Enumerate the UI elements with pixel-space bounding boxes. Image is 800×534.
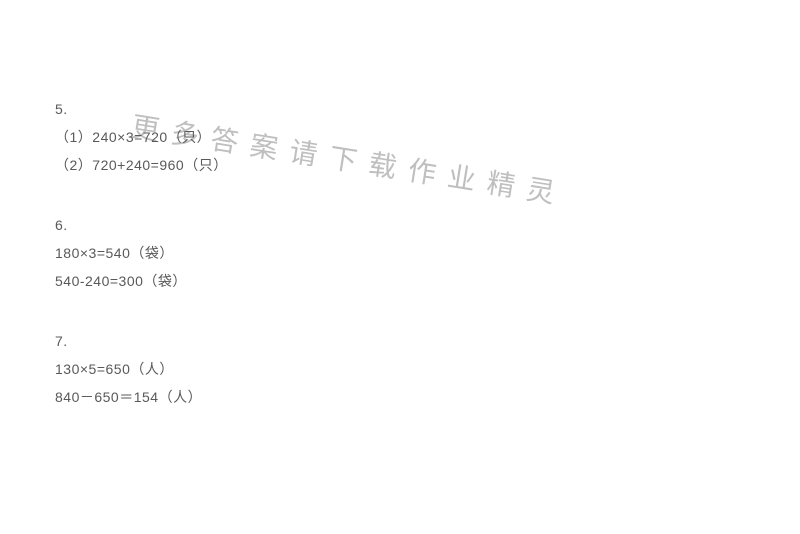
equation-line: 130×5=650（人）	[55, 355, 745, 383]
problem-number: 6.	[55, 211, 745, 239]
content-area: 5. （1）240×3=720（只） （2）720+240=960（只） 6. …	[0, 0, 800, 411]
problem-7: 7. 130×5=650（人） 840－650＝154（人）	[55, 327, 745, 411]
problem-5: 5. （1）240×3=720（只） （2）720+240=960（只）	[55, 95, 745, 179]
equation-line: 840－650＝154（人）	[55, 383, 745, 411]
problem-number: 7.	[55, 327, 745, 355]
problem-6: 6. 180×3=540（袋） 540-240=300（袋）	[55, 211, 745, 295]
problem-number: 5.	[55, 95, 745, 123]
equation-line: （1）240×3=720（只）	[55, 123, 745, 151]
equation-line: 180×3=540（袋）	[55, 239, 745, 267]
equation-line: 540-240=300（袋）	[55, 267, 745, 295]
equation-line: （2）720+240=960（只）	[55, 151, 745, 179]
